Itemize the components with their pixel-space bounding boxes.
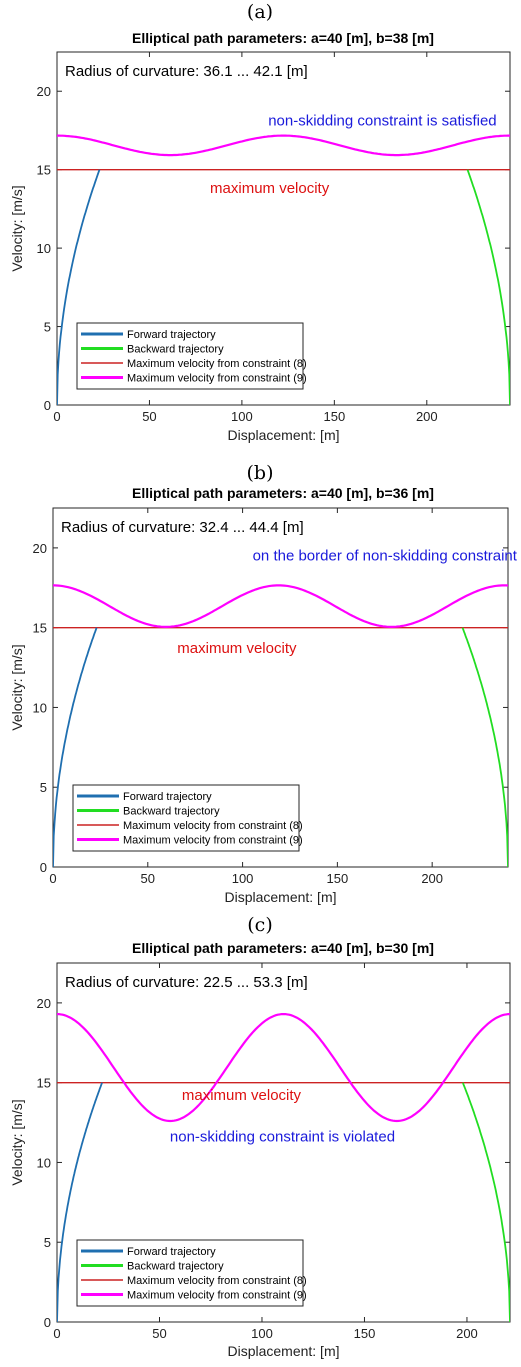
legend-entry: Backward trajectory — [127, 344, 224, 356]
x-tick-label: 100 — [231, 409, 253, 424]
x-tick-label: 150 — [323, 409, 345, 424]
x-tick-label: 200 — [421, 871, 443, 886]
plot-area — [57, 1013, 510, 1322]
y-axis-label: Velocity: [m/s] — [9, 185, 25, 271]
y-tick-label: 20 — [33, 541, 47, 556]
legend-entry: Maximum velocity from constraint (9) — [127, 1290, 307, 1302]
chart-title: Elliptical path parameters: a=40 [m], b=… — [132, 30, 434, 46]
series-max-velocity-constraint-9 — [53, 584, 508, 628]
legend: Forward trajectory Backward trajectory Max… — [76, 322, 307, 390]
series-max-velocity-constraint-9 — [57, 134, 510, 157]
series-backward-trajectory — [462, 1082, 510, 1322]
y-tick-label: 10 — [37, 241, 51, 256]
legend-entry: Forward trajectory — [127, 329, 216, 341]
x-tick-label: 0 — [53, 409, 60, 424]
series-backward-trajectory — [461, 627, 508, 867]
legend-entry: Backward trajectory — [123, 806, 220, 818]
annotation: non-skidding constraint is satisfied — [268, 113, 496, 130]
x-tick-label: 50 — [152, 1326, 166, 1341]
chart-panel-2: (c) Elliptical path parameters: a=40 [m],… — [9, 914, 511, 1359]
legend-entry: Backward trajectory — [127, 1261, 224, 1273]
panel-label: (b) — [247, 462, 274, 484]
x-tick-label: 150 — [354, 1326, 376, 1341]
panel-label: (c) — [247, 914, 272, 936]
x-axis-label: Displacement: [m] — [224, 889, 336, 905]
legend-entry: Forward trajectory — [123, 791, 212, 803]
y-tick-label: 20 — [37, 84, 51, 99]
chart-title: Elliptical path parameters: a=40 [m], b=… — [132, 940, 434, 956]
y-tick-label: 0 — [44, 398, 51, 413]
y-tick-label: 5 — [44, 1235, 51, 1250]
panel-label: (a) — [247, 1, 273, 23]
legend: Forward trajectory Backward trajectory Max… — [72, 784, 303, 852]
y-tick-label: 15 — [37, 1076, 51, 1091]
y-tick-label: 20 — [37, 996, 51, 1011]
plot-area — [53, 584, 508, 867]
y-tick-label: 0 — [40, 860, 47, 875]
annotation: maximum velocity — [177, 640, 297, 657]
y-tick-label: 0 — [44, 1315, 51, 1330]
x-tick-label: 50 — [142, 409, 156, 424]
y-tick-label: 5 — [44, 320, 51, 335]
legend-entry: Maximum velocity from constraint (9) — [123, 835, 303, 847]
y-tick-label: 10 — [33, 700, 47, 715]
y-tick-label: 15 — [33, 621, 47, 636]
series-backward-trajectory — [466, 169, 510, 405]
y-tick-label: 10 — [37, 1155, 51, 1170]
y-axis-label: Velocity: [m/s] — [9, 644, 25, 730]
y-tick-label: 15 — [37, 163, 51, 178]
legend-entry: Forward trajectory — [127, 1246, 216, 1258]
series-forward-trajectory — [57, 1082, 103, 1322]
radius-of-curvature-text: Radius of curvature: 22.5 ... 53.3 [m] — [65, 974, 308, 991]
y-axis-label: Velocity: [m/s] — [9, 1099, 25, 1185]
legend: Forward trajectory Backward trajectory Max… — [76, 1239, 307, 1307]
annotation: on the border of non-skidding constraint — [253, 548, 518, 565]
chart-panel-0: (a) Elliptical path parameters: a=40 [m],… — [9, 1, 511, 443]
legend-entry: Maximum velocity from constraint (8) — [123, 820, 303, 832]
x-tick-label: 200 — [416, 409, 438, 424]
annotation: maximum velocity — [210, 180, 330, 197]
annotation: maximum velocity — [182, 1087, 302, 1104]
legend-entry: Maximum velocity from constraint (8) — [127, 1275, 307, 1287]
x-axis-label: Displacement: [m] — [227, 1343, 339, 1359]
x-tick-label: 100 — [232, 871, 254, 886]
radius-of-curvature-text: Radius of curvature: 36.1 ... 42.1 [m] — [65, 63, 308, 80]
series-max-velocity-constraint-9 — [57, 1013, 510, 1123]
legend-entry: Maximum velocity from constraint (8) — [127, 358, 307, 370]
radius-of-curvature-text: Radius of curvature: 32.4 ... 44.4 [m] — [61, 519, 304, 536]
series-forward-trajectory — [57, 169, 101, 405]
series-forward-trajectory — [53, 627, 98, 867]
x-tick-label: 150 — [327, 871, 349, 886]
y-tick-label: 5 — [40, 780, 47, 795]
chart-panel-1: (b)Elliptical path parameters: a=40 [m],… — [9, 462, 518, 905]
x-tick-label: 50 — [141, 871, 155, 886]
x-tick-label: 0 — [49, 871, 56, 886]
plot-area — [57, 134, 510, 405]
legend-entry: Maximum velocity from constraint (9) — [127, 373, 307, 385]
x-axis-label: Displacement: [m] — [227, 427, 339, 443]
x-tick-label: 0 — [53, 1326, 60, 1341]
annotation: non-skidding constraint is violated — [170, 1129, 395, 1146]
chart-title: Elliptical path parameters: a=40 [m], b=… — [132, 485, 434, 501]
x-tick-label: 100 — [251, 1326, 273, 1341]
x-tick-label: 200 — [456, 1326, 478, 1341]
